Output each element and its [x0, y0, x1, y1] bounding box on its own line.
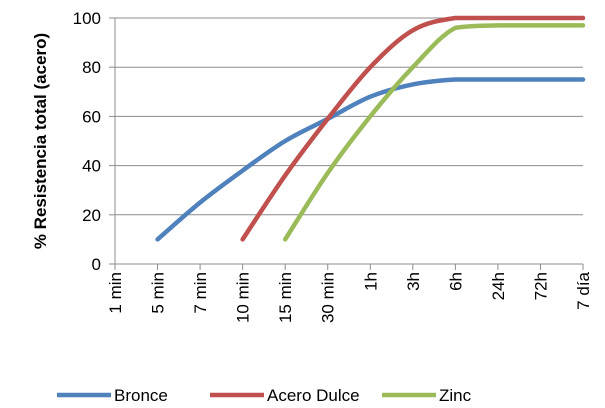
y-tick-label: 0: [92, 255, 101, 274]
legend-label-zinc: Zinc: [439, 386, 472, 405]
x-tick-label: 7 día: [574, 271, 593, 309]
x-tick-label: 15 min: [276, 272, 295, 323]
x-tick-label: 6h: [446, 272, 465, 291]
x-tick-label: 10 min: [234, 272, 253, 323]
y-tick-label: 40: [82, 157, 101, 176]
legend: Bronce Acero Dulce Zinc: [57, 386, 472, 405]
x-tick-label: 3h: [404, 272, 423, 291]
x-tick-label: 24h: [489, 272, 508, 300]
x-tick-label: 1h: [361, 272, 380, 291]
axes: [109, 17, 584, 270]
series-line-bronce: [155, 77, 586, 242]
y-tick-label: 60: [82, 107, 101, 126]
x-axis-ticks: 1 min 5 min 7 min 10 min 15 min 30 min 1h 3h 6h 2…: [106, 271, 593, 323]
x-tick-label: 1 min: [106, 272, 125, 314]
legend-label-bronce: Bronce: [114, 386, 168, 405]
y-tick-label: 80: [82, 58, 101, 77]
x-tick-label: 7 min: [191, 272, 210, 314]
legend-label-acero-dulce: Acero Dulce: [267, 386, 360, 405]
y-axis-title: % Resistencia total (acero): [31, 33, 50, 249]
gridlines: [115, 17, 583, 216]
x-tick-label: 72h: [531, 272, 550, 300]
y-tick-label: 100: [73, 9, 101, 28]
x-tick-label: 30 min: [319, 272, 338, 323]
y-axis-ticks: 0 20 40 60 80 100: [73, 9, 101, 274]
x-tick-label: 5 min: [149, 272, 168, 314]
series-line-acero-dulce: [240, 15, 586, 242]
y-tick-label: 20: [82, 206, 101, 225]
series-line-zinc: [282, 23, 586, 242]
series-lines: [155, 15, 586, 242]
